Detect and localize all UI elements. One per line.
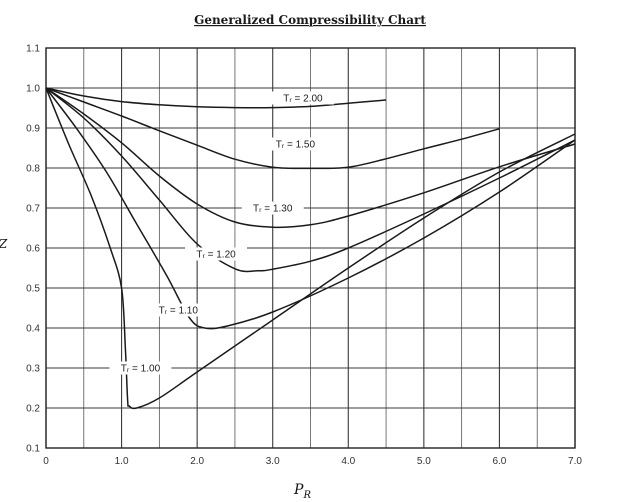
series-layer	[45, 87, 576, 410]
y-tick-label: 1.0	[26, 84, 40, 95]
x-tick-label: 4.0	[341, 456, 355, 467]
curve-label-4: Tᵣ = 1.10	[159, 306, 199, 317]
curve-label-bg	[185, 247, 248, 261]
y-tick-label: 0.6	[26, 244, 40, 255]
x-tick-label: 3.0	[266, 456, 280, 467]
y-tick-label: 0.3	[26, 364, 40, 375]
y-axis-label: Z	[0, 237, 8, 251]
y-tick-label: 0.8	[26, 164, 40, 175]
curve-label-5: Tᵣ = 1.00	[121, 364, 161, 375]
x-axis-label: PR	[293, 482, 311, 501]
x-tick-label: 2.0	[190, 456, 204, 467]
series-line-2	[45, 87, 576, 229]
y-tick-label: 0.4	[26, 324, 40, 335]
series-line-1	[45, 87, 500, 170]
y-tick-label: 0.9	[26, 124, 40, 135]
curve-label-bg	[109, 361, 172, 375]
axes	[45, 47, 576, 449]
plot-frame	[45, 47, 576, 449]
x-tick-label: 7.0	[568, 456, 582, 467]
grid	[45, 47, 576, 449]
x-tick-label: 0	[43, 456, 49, 467]
y-tick-label: 0.2	[26, 404, 40, 415]
curve-label-2: Tᵣ = 1.30	[253, 204, 293, 215]
series-line-3	[45, 87, 576, 273]
x-tick-label: 6.0	[492, 456, 506, 467]
curve-label-bg	[147, 303, 210, 317]
series-line-5	[45, 87, 576, 410]
curve-label-0: Tᵣ = 2.00	[283, 94, 323, 105]
series-line-0	[45, 87, 387, 109]
series-line-4	[45, 87, 576, 330]
curve-label-bg	[264, 137, 327, 151]
x-tick-label: 5.0	[417, 456, 431, 467]
y-tick-label: 0.5	[26, 284, 40, 295]
curve-labels: Tᵣ = 2.00 Tᵣ = 1.50 Tᵣ = 1.30 Tᵣ = 1.20 Tᵣ =…	[109, 91, 334, 375]
y-tick-label: 0.7	[26, 204, 40, 215]
curve-label-bg	[271, 91, 334, 105]
curve-label-1: Tᵣ = 1.50	[276, 140, 316, 151]
tick-labels: 0 1.0 2.0 3.0 4.0 5.0 6.0 7.0 0.1 0.2 0.3 0.4 0.5 0.6…	[26, 44, 582, 468]
y-tick-label: 0.1	[26, 444, 40, 455]
chart-title: Generalized Compressibility Chart	[194, 13, 426, 27]
curve-label-3: Tᵣ = 1.20	[196, 250, 236, 261]
curve-label-bg	[241, 201, 304, 215]
x-tick-label: 1.0	[115, 456, 129, 467]
y-tick-label: 1.1	[26, 44, 40, 55]
